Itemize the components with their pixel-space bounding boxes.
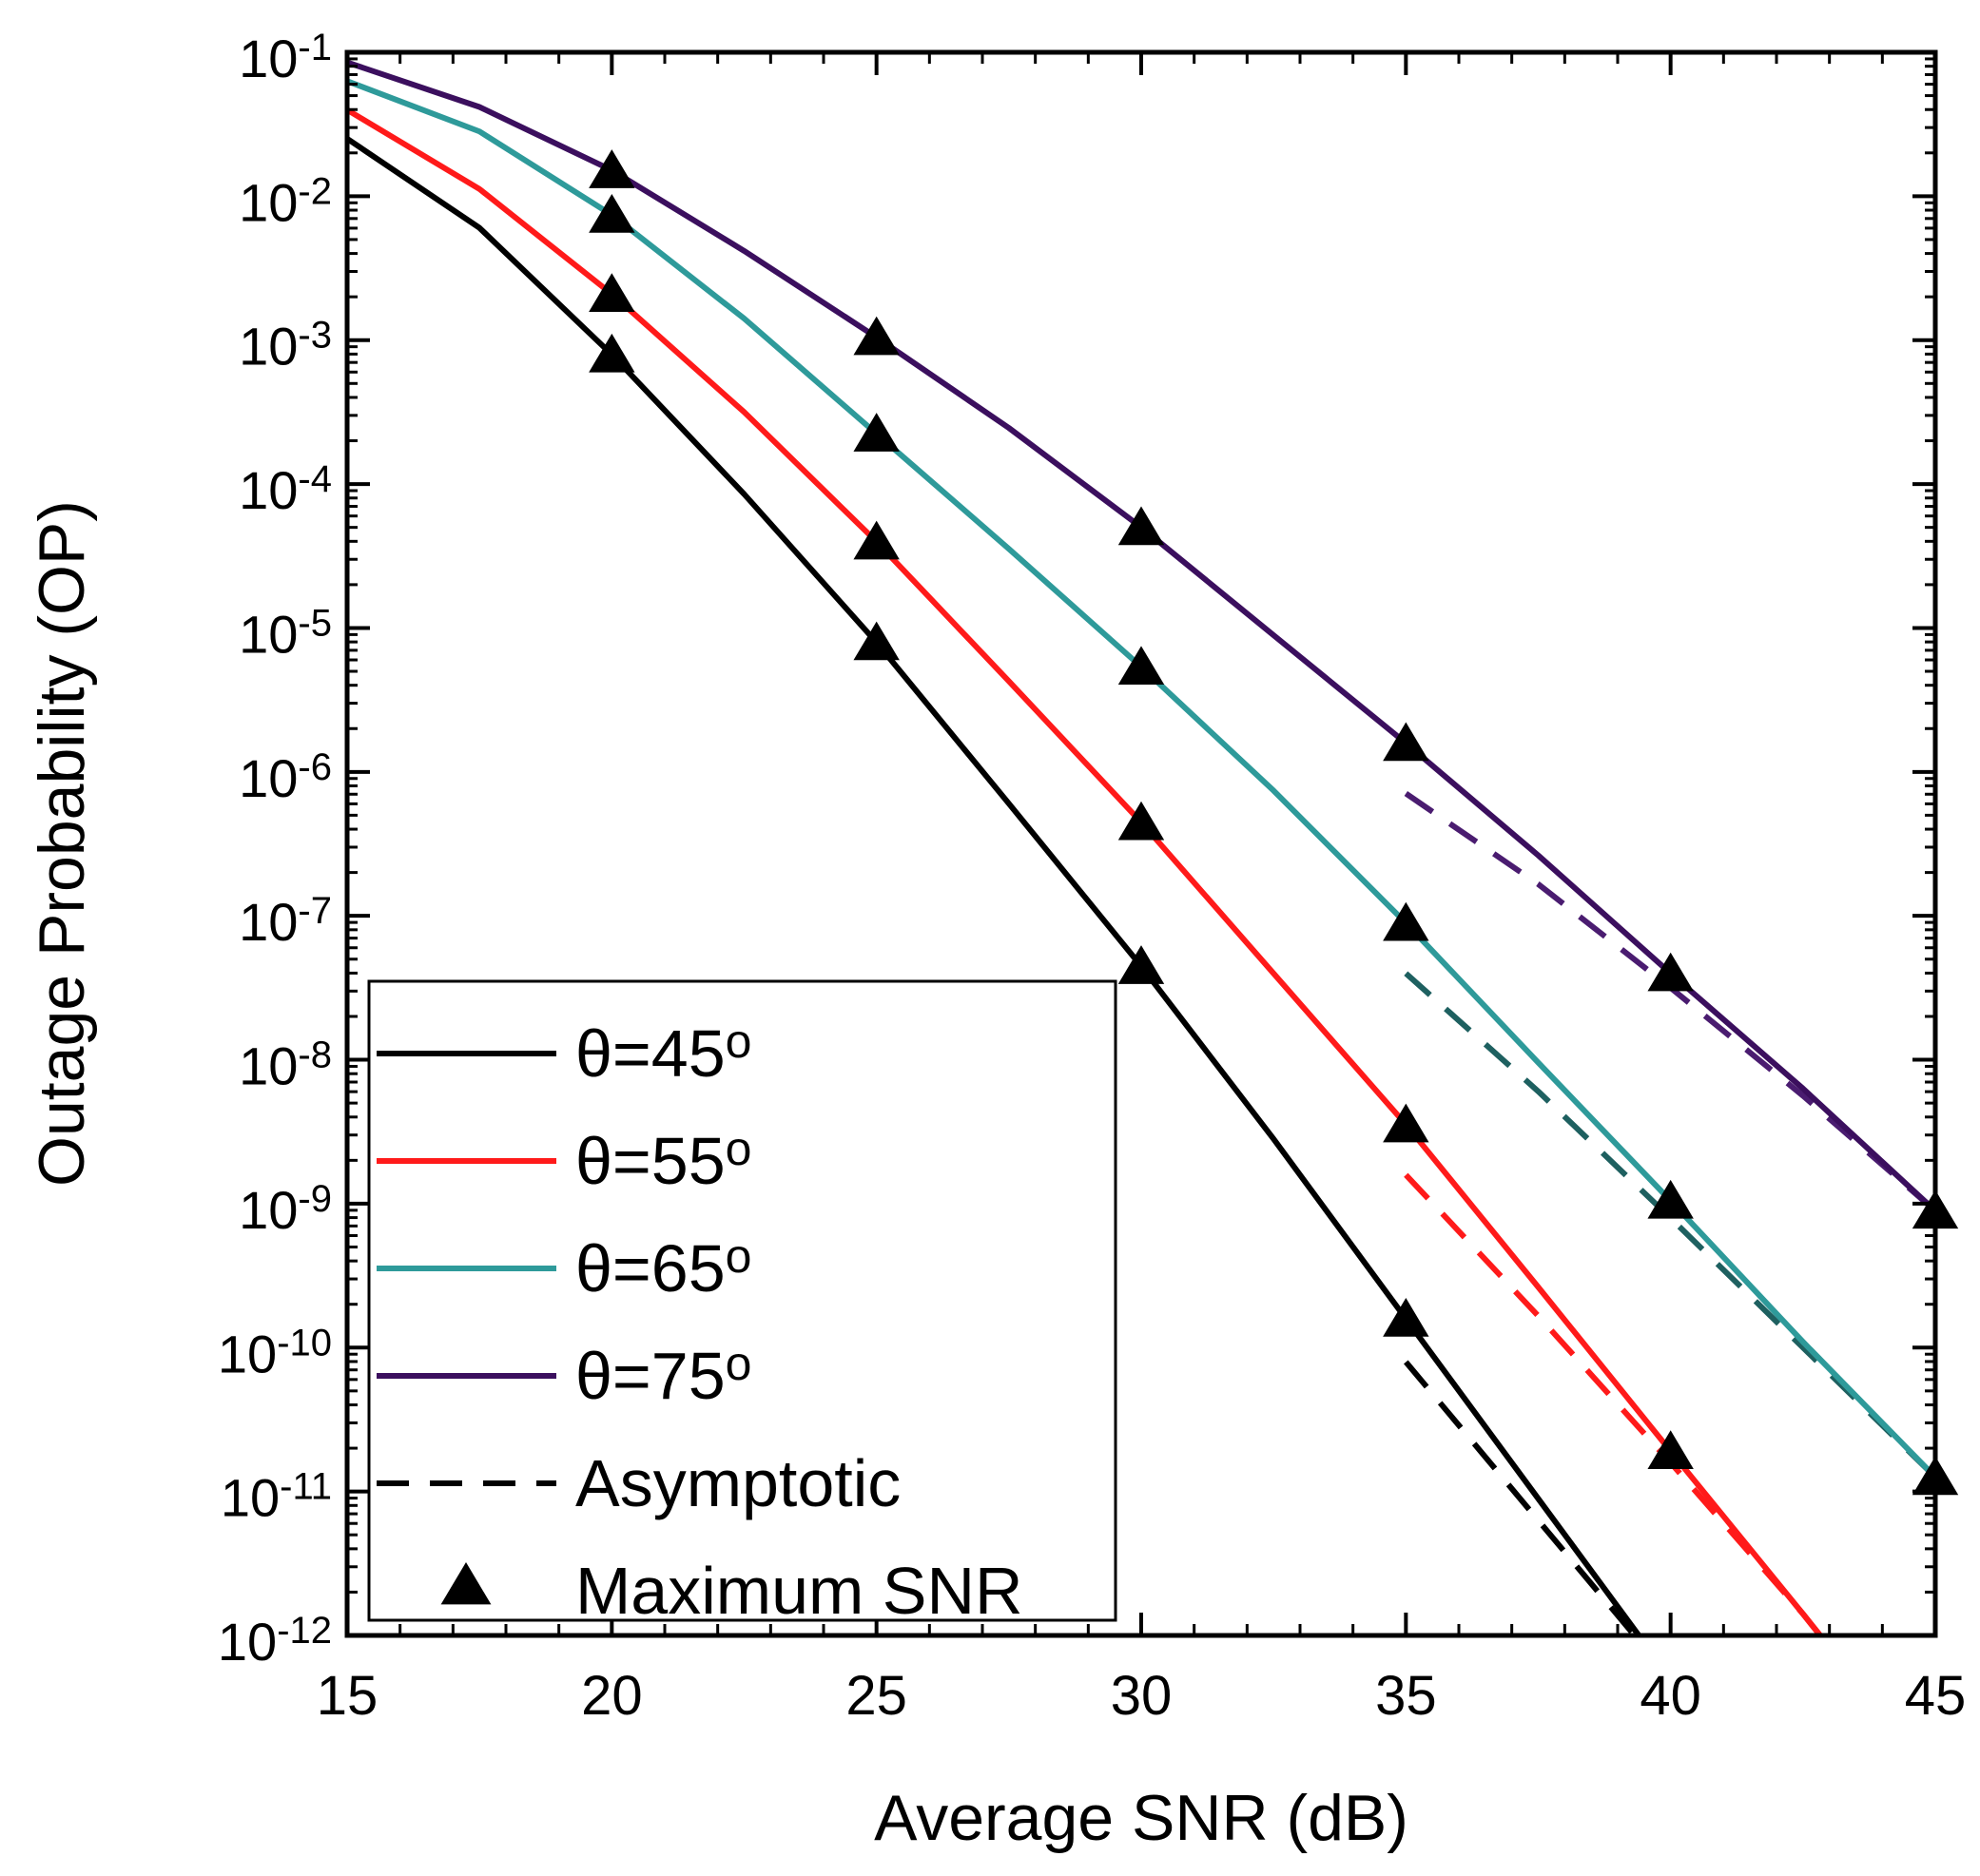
y-tick-label--4: 10-4 [239, 458, 332, 520]
y-tick-label--3: 10-3 [239, 315, 332, 377]
y-tick-base: 10 [239, 748, 298, 808]
asymptotic-line-2 [1404, 1172, 1824, 1635]
y-axis-label: Outage Probability (OP) [26, 500, 98, 1187]
markers-layer [589, 149, 1959, 1496]
legend-label-5: Asymptotic [575, 1446, 901, 1520]
legend-label-3: θ=65o [575, 1229, 751, 1305]
y-tick-base: 10 [239, 317, 298, 377]
marker-triangle-s4-3 [1117, 506, 1165, 546]
y-tick-base: 10 [239, 1036, 298, 1096]
y-tick-base: 10 [239, 604, 298, 664]
legend-label-text: θ=45 [575, 1016, 726, 1091]
y-tick-label--1: 10-1 [239, 27, 332, 88]
legend-label-text: θ=75 [575, 1339, 726, 1413]
y-tick-exponent: -7 [298, 890, 332, 932]
marker-triangle-s2-1 [589, 273, 635, 312]
tick-labels-layer: 15 20 25 30 35 40 4510-110-210-310-410-510-610… [218, 27, 1966, 1727]
legend-box [367, 979, 1117, 1622]
legend-label-4: θ=75o [575, 1337, 751, 1413]
marker-triangle-s2-5 [1647, 1430, 1694, 1469]
series-line-1 [347, 135, 1642, 1635]
marker-triangle-s3-4 [1383, 901, 1429, 941]
marker-triangle-s1-2 [853, 621, 900, 661]
y-tick-exponent: -11 [280, 1466, 332, 1508]
y-tick-label--12: 10-12 [218, 1610, 332, 1672]
y-tick-label--8: 10-8 [239, 1035, 332, 1096]
y-tick-base: 10 [239, 172, 298, 232]
legend-label-6: Maximum SNR [575, 1554, 1023, 1628]
marker-triangle-s1-3 [1117, 945, 1165, 984]
marker-triangle-s2-4 [1383, 1103, 1429, 1143]
y-tick-exponent: -5 [298, 602, 332, 644]
marker-triangle-s4-1 [589, 149, 635, 188]
y-tick-base: 10 [239, 1180, 298, 1240]
legend-label-2: θ=55o [575, 1122, 751, 1198]
asymptotic-line-4 [1404, 791, 1935, 1213]
marker-triangle-s2-3 [1117, 801, 1165, 841]
y-tick-label--10: 10-10 [218, 1322, 332, 1383]
legend-label-1: θ=45o [575, 1015, 751, 1091]
legend-label-text: θ=65 [575, 1231, 726, 1305]
asymptotic-line-1 [1404, 1360, 1639, 1635]
x-tick-label-45: 45 [1905, 1665, 1967, 1727]
y-tick-exponent: -2 [298, 170, 332, 212]
x-tick-label-35: 35 [1375, 1665, 1437, 1727]
y-tick-base: 10 [218, 1324, 277, 1383]
y-tick-base: 10 [218, 1612, 277, 1672]
y-tick-exponent: -8 [298, 1035, 332, 1076]
y-tick-label--11: 10-11 [221, 1466, 332, 1528]
y-tick-base: 10 [239, 29, 298, 88]
marker-triangle-s4-4 [1383, 722, 1429, 762]
legend-marker-triangle [440, 1562, 492, 1605]
y-tick-exponent: -4 [298, 458, 332, 500]
legend-label-text: θ=55 [575, 1124, 726, 1198]
ticks-layer [345, 50, 1937, 1637]
y-tick-base: 10 [239, 460, 298, 520]
y-tick-base: 10 [221, 1468, 280, 1528]
y-tick-label--6: 10-6 [239, 746, 332, 808]
marker-triangle-s4-2 [853, 316, 900, 356]
y-tick-label--7: 10-7 [239, 890, 332, 952]
y-tick-label--2: 10-2 [239, 170, 332, 232]
x-axis-label: Average SNR (dB) [874, 1782, 1408, 1854]
x-tick-label-40: 40 [1640, 1665, 1701, 1727]
marker-triangle-s1-4 [1383, 1298, 1429, 1337]
y-tick-exponent: -12 [277, 1610, 332, 1652]
marker-triangle-s3-5 [1647, 1179, 1694, 1219]
x-tick-label-30: 30 [1111, 1665, 1173, 1727]
marker-triangle-s1-1 [589, 333, 635, 373]
legend-label-text: Maximum SNR [575, 1554, 1023, 1628]
x-tick-label-15: 15 [317, 1665, 379, 1727]
y-tick-label--9: 10-9 [239, 1178, 332, 1240]
marker-triangle-s3-1 [589, 194, 635, 233]
marker-triangle-s3-2 [853, 413, 900, 452]
y-tick-base: 10 [239, 892, 298, 952]
legend-label-degree: o [726, 1122, 752, 1175]
marker-triangle-s3-3 [1117, 646, 1165, 686]
y-tick-exponent: -1 [298, 27, 332, 68]
legend-label-degree: o [726, 1015, 752, 1068]
x-tick-label-25: 25 [845, 1665, 907, 1727]
y-tick-exponent: -9 [298, 1178, 332, 1220]
marker-triangle-s4-5 [1647, 952, 1694, 992]
legend-label-text: Asymptotic [575, 1446, 901, 1520]
y-tick-label--5: 10-5 [239, 602, 332, 664]
legend-label-degree: o [726, 1229, 752, 1283]
legend-label-degree: o [726, 1337, 752, 1390]
y-tick-exponent: -3 [298, 315, 332, 357]
x-tick-label-20: 20 [581, 1665, 643, 1727]
y-tick-exponent: -6 [298, 746, 332, 788]
y-tick-exponent: -10 [277, 1322, 332, 1363]
marker-triangle-s2-2 [853, 520, 900, 560]
